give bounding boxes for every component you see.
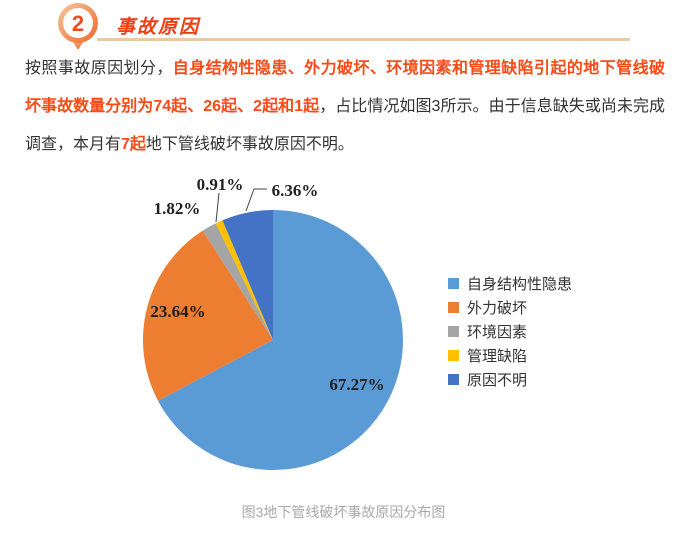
section-pin-icon: 2 (55, 2, 101, 52)
body-paragraph: 按照事故原因划分，自身结构性隐患、外力破坏、环境因素和管理缺陷引起的地下管线破坏… (25, 50, 665, 164)
pie-slice-4 (222, 210, 273, 340)
legend-label: 自身结构性隐患 (467, 275, 573, 293)
pie-chart-figure: 67.27% 23.64% 1.82% 0.91% 6.36% 自身结构性隐患 外力破坏环… (0, 165, 687, 490)
paragraph-segment: ，占比情况如图3所示。由于信息缺失或尚未完成调查，本月有 (25, 98, 665, 153)
legend-label: 环境因素 (467, 323, 528, 341)
pie-slice-1 (142, 230, 273, 401)
legend-swatch-icon (448, 325, 459, 337)
pie-leader-line-4 (245, 188, 267, 212)
paragraph-segment: 7起 (121, 136, 146, 153)
legend-swatch-icon (448, 301, 459, 313)
legend-swatch-icon (448, 373, 459, 385)
pie-percent-label-1: 23.64% (150, 302, 205, 321)
legend-item-4: 原因不明 (448, 371, 572, 389)
legend-swatch-icon (448, 349, 459, 361)
pie-percent-label-0: 67.27% (329, 375, 384, 394)
pie-slice-0 (158, 210, 403, 471)
legend-item-2: 环境因素 (448, 323, 572, 341)
pie-chart-svg: 67.27% 23.64% 1.82% 0.91% 6.36% (142, 175, 403, 471)
pie-percent-label-4: 6.36% (272, 181, 319, 200)
legend-label: 外力破坏 (467, 299, 528, 317)
pie-leader-line-3 (215, 192, 220, 223)
map-pin-icon: 2 (58, 3, 98, 50)
legend-item-3: 管理缺陷 (448, 347, 572, 365)
legend-item-1: 外力破坏 (448, 299, 572, 317)
chart-legend: 自身结构性隐患 外力破坏环境因素管理缺陷原因不明 (448, 275, 572, 395)
section-number: 2 (72, 11, 84, 36)
legend-swatch-icon (448, 277, 459, 289)
legend-item-0: 自身结构性隐患 (448, 275, 573, 293)
figure-caption: 图3地下管线破坏事故原因分布图 (241, 504, 446, 520)
paragraph-segment: 按照事故原因划分， (25, 60, 173, 77)
pie-slice-2 (202, 223, 273, 340)
title-underline (97, 38, 630, 41)
section-title: 事故原因 (116, 17, 201, 38)
pie-slice-3 (215, 220, 273, 340)
pie-percent-label-2: 1.82% (154, 199, 201, 218)
paragraph-segment: 地下管线破坏事故原因不明。 (145, 136, 354, 153)
pie-percent-label-3: 0.91% (197, 175, 244, 194)
paragraph-segment: 自身结构性隐患、外力破坏、环境因素和管理缺陷引起的地下管线破坏事故数量分别为74… (25, 60, 665, 115)
legend-label: 管理缺陷 (467, 347, 528, 365)
legend-label: 原因不明 (467, 371, 528, 389)
